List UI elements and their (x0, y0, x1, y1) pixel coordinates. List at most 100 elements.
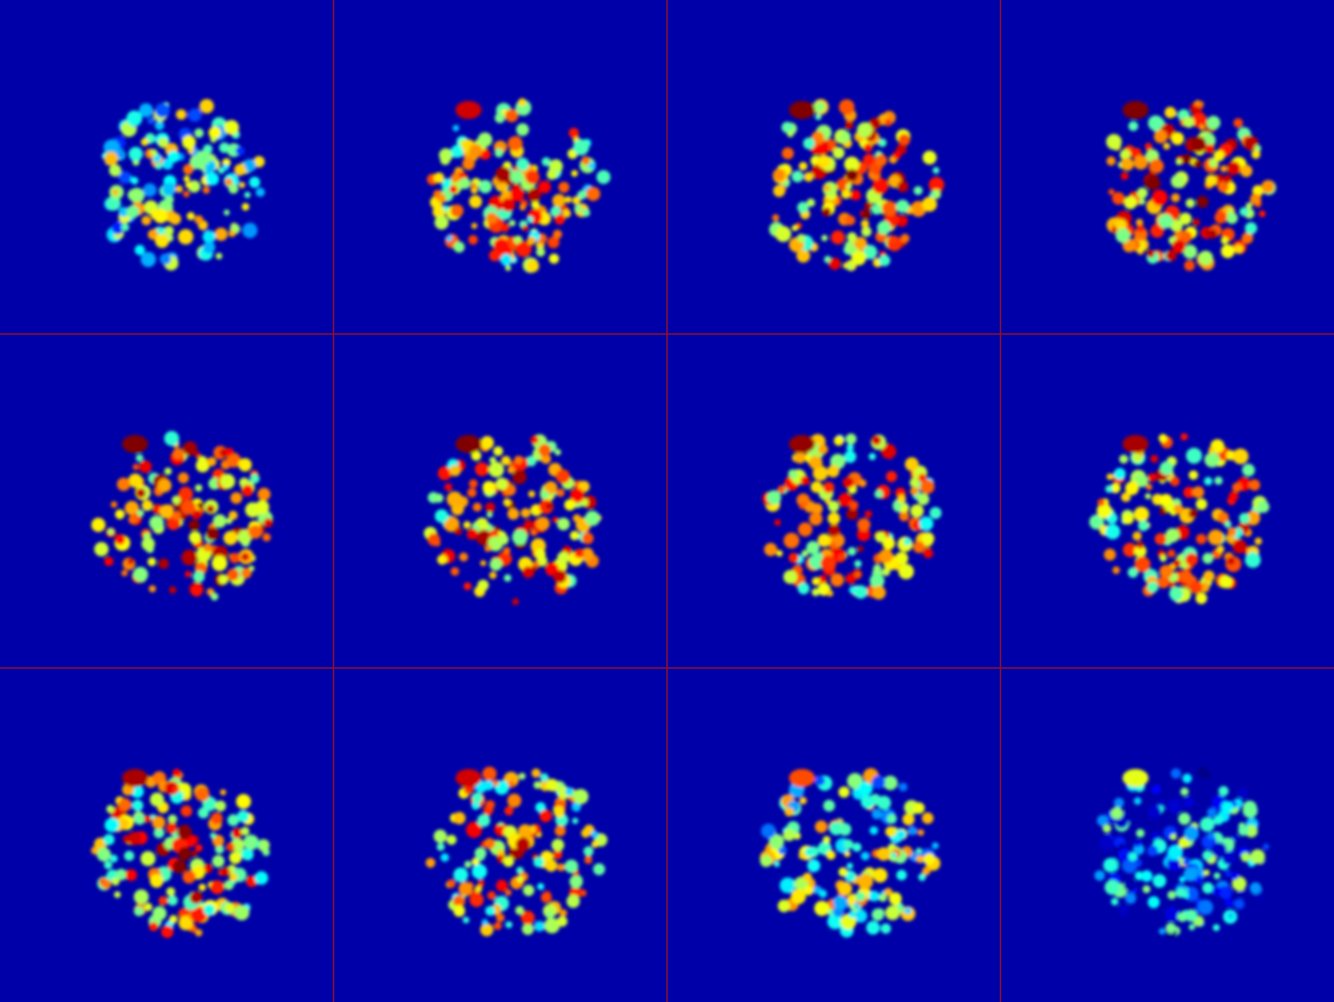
cell-spot (257, 487, 271, 501)
cell-spot (518, 772, 526, 780)
cell-spot (803, 885, 814, 896)
cell-spot (101, 878, 112, 890)
cell-spot (1249, 882, 1262, 894)
cell-spot (458, 881, 473, 896)
cell-spot (1118, 843, 1125, 850)
cell-spot (776, 550, 783, 557)
cell-spot (559, 909, 568, 917)
cell-spot (432, 205, 446, 219)
cell-spot (147, 117, 155, 125)
cell-spot (1192, 218, 1201, 226)
cell-spot (136, 509, 145, 517)
cell-spot (182, 441, 198, 456)
cell-spot (544, 481, 558, 495)
cell-spot (1097, 815, 1109, 827)
cell-spot (886, 813, 897, 824)
cell-spot (1183, 796, 1194, 808)
cell-spot (1140, 870, 1153, 882)
cell-spot (822, 836, 831, 844)
cell-spot (1228, 491, 1239, 502)
cell-spot (822, 207, 832, 217)
cell-spot (1220, 165, 1228, 173)
cell-spot (1122, 769, 1149, 787)
cell-spot (467, 488, 477, 498)
cell-spot (515, 905, 525, 915)
cell-spot (533, 856, 544, 868)
cell-spot (1197, 101, 1204, 108)
cell-spot (845, 183, 853, 190)
cell-spot (210, 880, 225, 895)
cell-spot (850, 189, 861, 201)
cell-spot (854, 585, 868, 599)
cell-spot (863, 153, 875, 166)
cell-spot (522, 566, 535, 579)
cell-spot (134, 244, 145, 256)
cell-spot (214, 227, 228, 241)
cell-spot (195, 150, 211, 166)
cell-spot (181, 549, 198, 566)
cell-spot (248, 525, 263, 539)
cell-spot (433, 829, 447, 843)
cell-spot (1185, 553, 1198, 566)
cell-spot (228, 184, 239, 194)
cell-spot (1245, 202, 1253, 209)
cell-spot (1113, 797, 1125, 808)
cell-spot (562, 209, 571, 218)
cell-spot (180, 499, 196, 515)
cell-spot (1164, 501, 1176, 513)
cell-spot (1240, 852, 1251, 863)
cell-spot (890, 852, 898, 859)
cell-spot (139, 460, 152, 474)
cell-spot (121, 223, 130, 232)
cell-spot (1221, 801, 1234, 813)
cell-spot (1122, 542, 1138, 558)
cell-spot (155, 162, 163, 170)
cell-spot (1249, 193, 1262, 205)
cell-spot (1159, 564, 1173, 579)
cell-spot (818, 575, 828, 584)
cell-spot (864, 510, 872, 518)
cell-spot (1136, 828, 1145, 838)
cell-spot (811, 577, 821, 586)
cell-spot (875, 531, 886, 543)
cell-spot (480, 923, 494, 937)
cell-spot (510, 187, 525, 202)
cell-spot (1132, 531, 1142, 541)
cell-spot (454, 527, 463, 536)
cell-spot (169, 213, 182, 225)
cell-spot (898, 782, 908, 792)
cell-spot (237, 810, 250, 823)
cell-spot (1207, 529, 1224, 546)
cell-spot (159, 253, 171, 265)
cell-spot (133, 889, 149, 905)
cell-spot (895, 215, 908, 227)
cell-spot (203, 543, 212, 552)
cell-spot (566, 894, 580, 908)
cell-spot (203, 904, 215, 916)
cell-spot (477, 579, 489, 591)
cell-spot (1099, 835, 1114, 851)
image-panel (1089, 433, 1270, 605)
cell-spot (868, 890, 880, 902)
cell-spot (194, 484, 203, 492)
cell-spot (459, 552, 469, 562)
cell-spot (471, 450, 482, 461)
cell-spot (1231, 872, 1239, 880)
cell-spot (183, 164, 194, 175)
cell-spot (478, 179, 492, 194)
cell-spot (143, 815, 152, 823)
cell-spot (177, 472, 189, 484)
cell-spot (471, 801, 480, 810)
cell-spot (847, 547, 857, 556)
cell-spot (111, 877, 120, 886)
cell-spot (450, 144, 464, 158)
cell-spot (194, 128, 204, 138)
cell-spot (1184, 260, 1195, 271)
cell-spot (584, 510, 601, 526)
cell-spot (1133, 797, 1142, 805)
cell-spot (140, 851, 156, 867)
cell-spot (830, 230, 845, 245)
cell-spot (481, 919, 488, 926)
cell-spot (538, 444, 551, 457)
cell-spot (503, 547, 511, 555)
